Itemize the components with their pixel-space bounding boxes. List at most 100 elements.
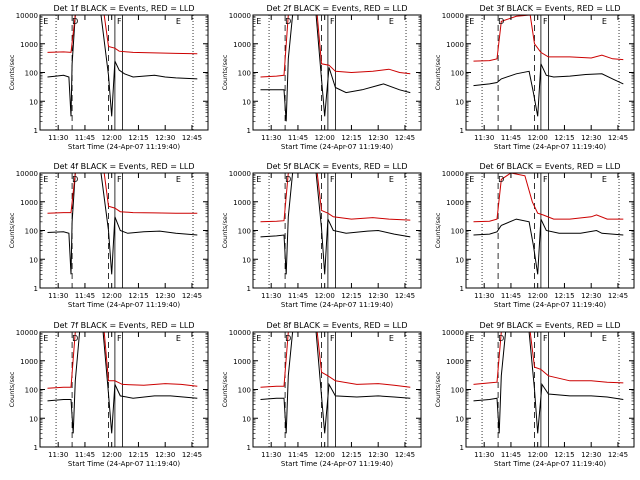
x-axis-label: Start Time (24-Apr-07 11:19:40) bbox=[68, 301, 180, 309]
y-tick-label: 1 bbox=[34, 285, 38, 293]
series-lld bbox=[260, 15, 411, 78]
x-tick-label: 11:30 bbox=[48, 134, 68, 142]
y-axis-label: Counts/sec bbox=[434, 371, 442, 407]
y-tick-label: 1 bbox=[247, 127, 251, 135]
region-marker: E bbox=[176, 175, 181, 184]
y-tick-label: 10000 bbox=[442, 170, 464, 178]
x-tick-label: 12:45 bbox=[182, 451, 202, 459]
series-events bbox=[47, 15, 198, 117]
series-lld bbox=[47, 332, 198, 389]
chart-panel-5: 1 10 100 1000 10000 11:30 11:45 12:00 12:15 12:30… bbox=[221, 162, 422, 309]
y-tick-label: 1000 bbox=[446, 199, 464, 207]
region-marker: E bbox=[389, 175, 394, 184]
y-axis-label: Counts/sec bbox=[221, 54, 229, 90]
plot-frame bbox=[252, 172, 422, 289]
x-tick-label: 11:30 bbox=[48, 451, 68, 459]
region-marker: F bbox=[117, 175, 122, 184]
series-events bbox=[260, 332, 411, 434]
y-tick-label: 100 bbox=[25, 387, 38, 395]
region-marker: D bbox=[72, 334, 78, 343]
x-axis-label: Start Time (24-Apr-07 11:19:40) bbox=[281, 143, 393, 151]
y-tick-label: 10 bbox=[455, 415, 464, 423]
x-axis-label: Start Time (24-Apr-07 11:19:40) bbox=[281, 301, 393, 309]
y-tick-label: 1000 bbox=[20, 358, 38, 366]
y-tick-label: 1 bbox=[460, 127, 464, 135]
y-tick-label: 1000 bbox=[446, 358, 464, 366]
x-tick-label: 12:15 bbox=[554, 292, 574, 300]
region-marker: E bbox=[43, 17, 48, 26]
plot-frame bbox=[39, 14, 209, 131]
y-axis-label: Counts/sec bbox=[434, 212, 442, 248]
y-tick-label: 100 bbox=[451, 70, 464, 78]
y-tick-label: 10 bbox=[242, 415, 251, 423]
x-axis-label: Start Time (24-Apr-07 11:19:40) bbox=[494, 301, 606, 309]
x-tick-label: 11:30 bbox=[474, 451, 494, 459]
x-axis-label: Start Time (24-Apr-07 11:19:40) bbox=[281, 460, 393, 468]
x-tick-label: 11:45 bbox=[75, 292, 95, 300]
x-tick-label: 12:30 bbox=[155, 134, 175, 142]
y-tick-label: 100 bbox=[451, 228, 464, 236]
x-tick-label: 12:45 bbox=[395, 134, 415, 142]
y-tick-label: 100 bbox=[25, 70, 38, 78]
x-tick-label: 12:30 bbox=[368, 292, 388, 300]
region-marker: F bbox=[117, 334, 122, 343]
region-marker: D bbox=[498, 334, 504, 343]
x-tick-label: 12:00 bbox=[315, 292, 335, 300]
series-events bbox=[473, 332, 624, 434]
region-marker: E bbox=[256, 334, 261, 343]
x-axis-label: Start Time (24-Apr-07 11:19:40) bbox=[494, 460, 606, 468]
x-tick-label: 12:30 bbox=[581, 292, 601, 300]
plot-frame bbox=[39, 331, 209, 448]
y-axis-label: Counts/sec bbox=[8, 212, 16, 248]
series-lld bbox=[260, 173, 411, 223]
x-tick-label: 12:30 bbox=[155, 292, 175, 300]
plot-frame bbox=[465, 331, 635, 448]
chart-title: Det 9f BLACK = Events, RED = LLD bbox=[479, 321, 620, 330]
x-tick-label: 12:00 bbox=[528, 451, 548, 459]
region-marker: D bbox=[285, 334, 291, 343]
region-marker: E bbox=[602, 334, 607, 343]
x-tick-label: 12:15 bbox=[128, 134, 148, 142]
y-tick-label: 10 bbox=[29, 415, 38, 423]
y-axis-label: Counts/sec bbox=[8, 371, 16, 407]
series-events bbox=[47, 173, 198, 275]
series-lld bbox=[473, 173, 624, 223]
chart-panel-6: 1 10 100 1000 10000 11:30 11:45 12:00 12:15 12:30… bbox=[434, 162, 635, 309]
y-tick-label: 1000 bbox=[233, 358, 251, 366]
x-tick-label: 12:00 bbox=[102, 292, 122, 300]
series-events bbox=[473, 218, 624, 275]
x-tick-label: 11:30 bbox=[474, 134, 494, 142]
y-tick-label: 10000 bbox=[229, 329, 251, 337]
series-events bbox=[47, 332, 198, 434]
y-tick-label: 100 bbox=[25, 228, 38, 236]
chart-panel-7: 1 10 100 1000 10000 11:30 11:45 12:00 12:15 12:30… bbox=[8, 321, 209, 468]
x-tick-label: 12:45 bbox=[395, 292, 415, 300]
y-tick-label: 10000 bbox=[229, 12, 251, 20]
x-axis-label: Start Time (24-Apr-07 11:19:40) bbox=[494, 143, 606, 151]
x-tick-label: 11:30 bbox=[48, 292, 68, 300]
series-events bbox=[260, 15, 411, 122]
chart-panel-1: 1 10 100 1000 10000 11:30 11:45 12:00 12:15 12:30… bbox=[8, 4, 209, 151]
region-marker: F bbox=[330, 334, 335, 343]
x-tick-label: 12:15 bbox=[341, 134, 361, 142]
y-tick-label: 10000 bbox=[442, 12, 464, 20]
y-tick-label: 10000 bbox=[16, 12, 38, 20]
x-tick-label: 12:15 bbox=[341, 451, 361, 459]
y-tick-label: 10 bbox=[242, 256, 251, 264]
region-marker: D bbox=[285, 175, 291, 184]
series-lld bbox=[260, 332, 411, 388]
region-marker: F bbox=[330, 17, 335, 26]
y-tick-label: 10 bbox=[242, 98, 251, 106]
region-marker: E bbox=[389, 17, 394, 26]
region-marker: E bbox=[602, 17, 607, 26]
region-marker: D bbox=[285, 17, 291, 26]
region-marker: E bbox=[176, 17, 181, 26]
y-tick-label: 10000 bbox=[442, 329, 464, 337]
region-marker: F bbox=[117, 17, 122, 26]
y-tick-label: 1 bbox=[460, 444, 464, 452]
chart-title: Det 4f BLACK = Events, RED = LLD bbox=[53, 162, 194, 171]
x-tick-label: 12:30 bbox=[581, 134, 601, 142]
x-tick-label: 12:00 bbox=[528, 292, 548, 300]
x-tick-label: 11:30 bbox=[261, 451, 281, 459]
